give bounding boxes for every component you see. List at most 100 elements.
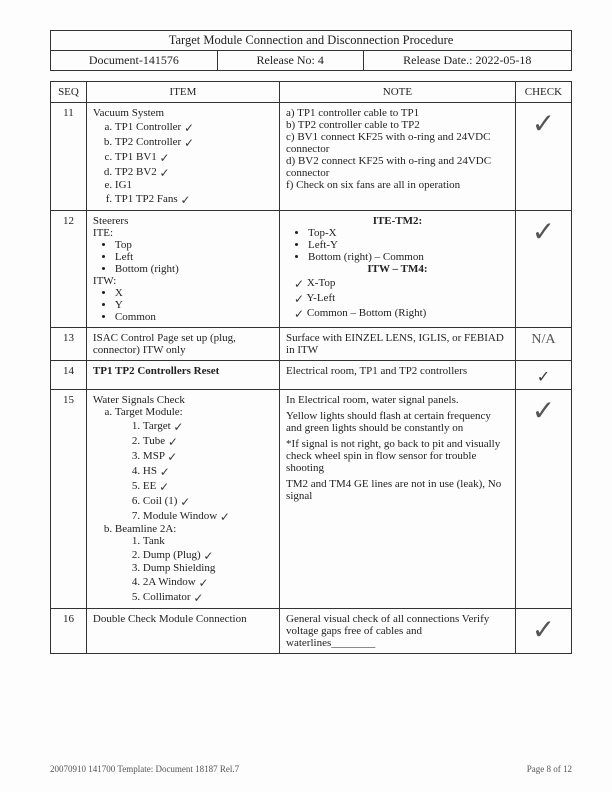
list-item: Tank xyxy=(143,535,273,547)
note-subhead: ITW – TM4: xyxy=(286,263,509,275)
checkmark-icon: ✓ xyxy=(294,292,304,307)
list-item: X xyxy=(115,287,273,299)
list-item: Left xyxy=(115,251,273,263)
list-item: TP1 BV1 ✓ xyxy=(115,149,273,164)
note-cell: General visual check of all connections … xyxy=(280,609,516,654)
table-row: 15 Water Signals Check Target Module: Ta… xyxy=(51,390,572,609)
table-row: 12 Steerers ITE: Top Left Bottom (right)… xyxy=(51,211,572,328)
list-item: Dump (Plug) ✓ xyxy=(143,547,273,562)
seq-cell: 14 xyxy=(51,361,87,390)
list-item: Bottom (right) xyxy=(115,263,273,275)
checkmark-icon: ✓ xyxy=(537,367,550,387)
note-cell: In Electrical room, water signal panels.… xyxy=(280,390,516,609)
list-item: Target Module: Target ✓ Tube ✓ MSP ✓ HS … xyxy=(115,406,273,523)
list-item: ✓ Common – Bottom (Right) xyxy=(294,305,509,320)
checkmark-icon: ✓ xyxy=(160,166,170,181)
check-cell: ✓ xyxy=(515,211,571,328)
note-line: In Electrical room, water signal panels. xyxy=(286,394,509,406)
checkmark-icon: ✓ xyxy=(168,435,178,450)
col-note-header: NOTE xyxy=(280,82,516,103)
list-item: Module Window ✓ xyxy=(143,508,273,523)
list-item: TP1 TP2 Fans ✓ xyxy=(115,191,273,206)
item-cell: Vacuum System TP1 Controller ✓ TP2 Contr… xyxy=(86,103,279,211)
checkmark-icon: ✓ xyxy=(160,151,170,166)
item-cell: ISAC Control Page set up (plug, connecto… xyxy=(86,328,279,361)
col-item-header: ITEM xyxy=(86,82,279,103)
col-seq-header: SEQ xyxy=(51,82,87,103)
table-row: 11 Vacuum System TP1 Controller ✓ TP2 Co… xyxy=(51,103,572,211)
list-item: ✓ Y-Left xyxy=(294,290,509,305)
note-line: *If signal is not right, go back to pit … xyxy=(286,438,509,474)
checkmark-icon: ✓ xyxy=(532,395,555,426)
release-no: Release No: 4 xyxy=(217,51,363,71)
list-item: Top-X xyxy=(308,227,509,239)
col-check-header: CHECK xyxy=(515,82,571,103)
item-cell: Steerers ITE: Top Left Bottom (right) IT… xyxy=(86,211,279,328)
list-item: Top xyxy=(115,239,273,251)
seq-cell: 11 xyxy=(51,103,87,211)
checkmark-icon: ✓ xyxy=(220,510,230,525)
list-item: Beamline 2A: Tank Dump (Plug) ✓ Dump Shi… xyxy=(115,523,273,604)
check-cell: N/A xyxy=(515,328,571,361)
note-cell: Surface with EINZEL LENS, IGLIS, or FEBI… xyxy=(280,328,516,361)
note-line: f) Check on six fans are all in operatio… xyxy=(286,179,509,191)
checkmark-icon: ✓ xyxy=(199,576,209,591)
item-cell: Double Check Module Connection xyxy=(86,609,279,654)
list-item: IG1 xyxy=(115,179,273,191)
table-row: 16 Double Check Module Connection Genera… xyxy=(51,609,572,654)
list-item: Bottom (right) – Common xyxy=(308,251,509,263)
list-item: HS ✓ xyxy=(143,463,273,478)
note-line: d) BV2 connect KF25 with o-ring and 24VD… xyxy=(286,155,509,179)
page-footer: 20070910 141700 Template: Document 18187… xyxy=(50,764,572,774)
footer-left: 20070910 141700 Template: Document 18187… xyxy=(50,764,239,774)
table-row: 14 TP1 TP2 Controllers Reset Electrical … xyxy=(51,361,572,390)
check-cell: ✓ xyxy=(515,390,571,609)
checkmark-icon: ✓ xyxy=(159,480,169,495)
checkmark-icon: ✓ xyxy=(167,450,177,465)
checkmark-icon: ✓ xyxy=(294,277,304,292)
item-subhead: ITW: xyxy=(93,275,273,287)
checkmark-icon: ✓ xyxy=(160,465,170,480)
checkmark-icon: ✓ xyxy=(532,108,555,139)
list-item: ✓ X-Top xyxy=(294,275,509,290)
seq-cell: 15 xyxy=(51,390,87,609)
checkmark-icon: ✓ xyxy=(532,216,555,247)
check-cell: ✓ xyxy=(515,361,571,390)
note-cell: a) TP1 controller cable to TP1 b) TP2 co… xyxy=(280,103,516,211)
note-line: b) TP2 controller cable to TP2 xyxy=(286,119,509,131)
item-cell: Water Signals Check Target Module: Targe… xyxy=(86,390,279,609)
list-item: TP2 BV2 ✓ xyxy=(115,164,273,179)
seq-cell: 12 xyxy=(51,211,87,328)
list-item: MSP ✓ xyxy=(143,448,273,463)
checkmark-icon: ✓ xyxy=(173,420,183,435)
list-item: 2A Window ✓ xyxy=(143,574,273,589)
list-item: Target ✓ xyxy=(143,418,273,433)
checkmark-icon: ✓ xyxy=(193,591,203,606)
list-item: Left-Y xyxy=(308,239,509,251)
header-table: Target Module Connection and Disconnecti… xyxy=(50,30,572,71)
note-cell: Electrical room, TP1 and TP2 controllers xyxy=(280,361,516,390)
checkmark-icon: ✓ xyxy=(532,614,555,645)
list-item: Common xyxy=(115,311,273,323)
list-item: Collimator ✓ xyxy=(143,589,273,604)
item-title: Steerers xyxy=(93,215,273,227)
list-item: Y xyxy=(115,299,273,311)
checkmark-icon: ✓ xyxy=(184,136,194,151)
doc-number: Document-141576 xyxy=(51,51,218,71)
check-cell: ✓ xyxy=(515,103,571,211)
note-line: TM2 and TM4 GE lines are not in use (lea… xyxy=(286,478,509,502)
procedure-table: SEQ ITEM NOTE CHECK 11 Vacuum System TP1… xyxy=(50,81,572,654)
note-line: Yellow lights should flash at certain fr… xyxy=(286,410,509,434)
item-title: Water Signals Check xyxy=(93,394,273,406)
item-title: Vacuum System xyxy=(93,107,273,119)
na-mark: N/A xyxy=(531,332,555,347)
release-date: Release Date.: 2022-05-18 xyxy=(363,51,571,71)
check-cell: ✓ xyxy=(515,609,571,654)
note-line: c) BV1 connect KF25 with o-ring and 24VD… xyxy=(286,131,509,155)
seq-cell: 13 xyxy=(51,328,87,361)
checkmark-icon: ✓ xyxy=(184,121,194,136)
checkmark-icon: ✓ xyxy=(180,495,190,510)
checkmark-icon: ✓ xyxy=(203,549,213,564)
table-row: 13 ISAC Control Page set up (plug, conne… xyxy=(51,328,572,361)
list-item: Tube ✓ xyxy=(143,433,273,448)
